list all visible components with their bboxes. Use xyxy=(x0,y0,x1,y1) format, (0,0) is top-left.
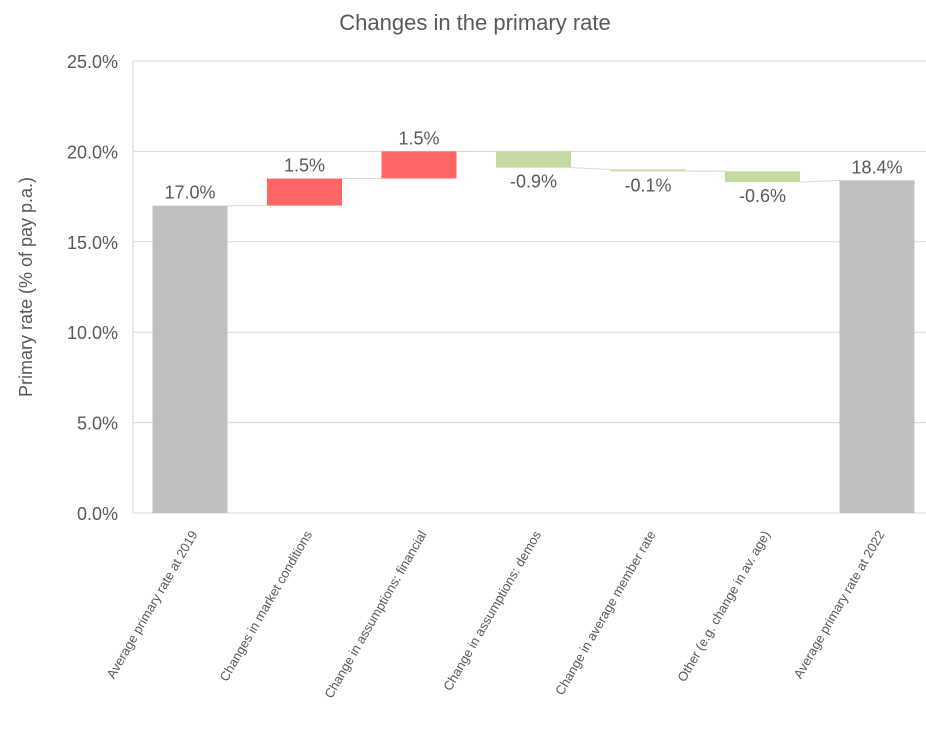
y-axis-label: Primary rate (% of pay p.a.) xyxy=(16,177,36,397)
bar-decrease xyxy=(610,169,686,172)
bar-increase xyxy=(381,151,457,179)
y-axis-ticks: 0.0% 5.0% 10.0% 15.0% 20.0% 25.0% xyxy=(67,52,118,524)
x-tick-label: Change in assumptions: demos xyxy=(440,528,544,694)
x-tick-label: Average primary rate at 2019 xyxy=(104,528,201,681)
chart-title: Changes in the primary rate xyxy=(339,10,610,35)
y-tick-label: 5.0% xyxy=(77,414,118,434)
data-label: -0.1% xyxy=(624,175,671,195)
y-tick-label: 0.0% xyxy=(77,504,118,524)
bar-total xyxy=(839,180,915,513)
bar-increase xyxy=(267,178,342,206)
bar-total xyxy=(152,205,228,513)
data-label: 18.4% xyxy=(851,157,902,177)
data-label: 17.0% xyxy=(164,183,215,203)
connector-lines xyxy=(227,150,840,207)
data-label: 1.5% xyxy=(398,128,439,148)
x-tick-label: Changes in market conditions xyxy=(216,528,315,684)
x-tick-label: Average primary rate at 2022 xyxy=(791,528,888,681)
gridlines xyxy=(132,60,926,514)
x-tick-label: Other (e.g. change in av. age) xyxy=(674,528,773,684)
y-tick-label: 20.0% xyxy=(67,142,118,162)
x-tick-label: Change in average member rate xyxy=(552,528,659,698)
connector-line xyxy=(570,167,611,170)
data-label: 1.5% xyxy=(284,156,325,176)
data-label: -0.9% xyxy=(510,172,557,192)
y-tick-label: 10.0% xyxy=(67,323,118,343)
bar-decrease xyxy=(496,151,571,168)
y-tick-label: 25.0% xyxy=(67,52,118,72)
bars xyxy=(152,151,915,513)
data-labels: 17.0% 1.5% 1.5% -0.9% -0.1% -0.6% 18.4% xyxy=(164,128,902,206)
x-axis-ticks: Average primary rate at 2019 Changes in m… xyxy=(104,528,888,701)
bar-decrease xyxy=(725,171,800,183)
x-tick-label: Change in assumptions: financial xyxy=(321,528,429,701)
connector-line xyxy=(799,179,840,183)
data-label: -0.6% xyxy=(739,186,786,206)
y-tick-label: 15.0% xyxy=(67,233,118,253)
